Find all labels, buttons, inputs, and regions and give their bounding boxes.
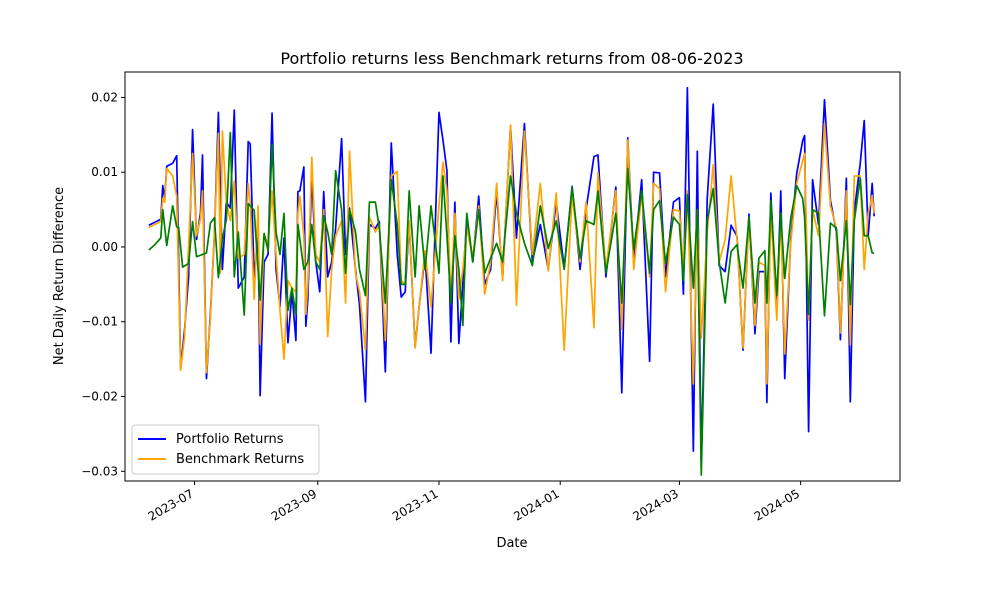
series-line-1 [148, 86, 876, 464]
y-tick-label: −0.03 [81, 464, 118, 478]
y-tick-label: 0.02 [91, 90, 118, 104]
series-layer [148, 86, 876, 476]
chart-title: Portfolio returns less Benchmark returns… [280, 49, 743, 68]
legend: Portfolio Returns Benchmark Returns [131, 424, 320, 475]
y-axis-label: Net Daily Return Difference [52, 187, 67, 365]
x-axis-label: Date [496, 536, 527, 551]
legend-box [131, 424, 320, 475]
y-tick-label: −0.02 [81, 390, 118, 404]
y-tick-label: 0.00 [91, 240, 118, 254]
y-tick-label: 0.01 [91, 165, 118, 179]
plot-frame [124, 71, 901, 482]
y-tick-label: −0.01 [81, 315, 118, 329]
series-line-3 [148, 131, 875, 476]
y-axis: 0.02 0.01 0.00 −0.01 −0.02 −0.03 [81, 90, 125, 478]
legend-label-1: Portfolio Returns [176, 432, 284, 447]
legend-label-2: Benchmark Returns [176, 452, 304, 467]
